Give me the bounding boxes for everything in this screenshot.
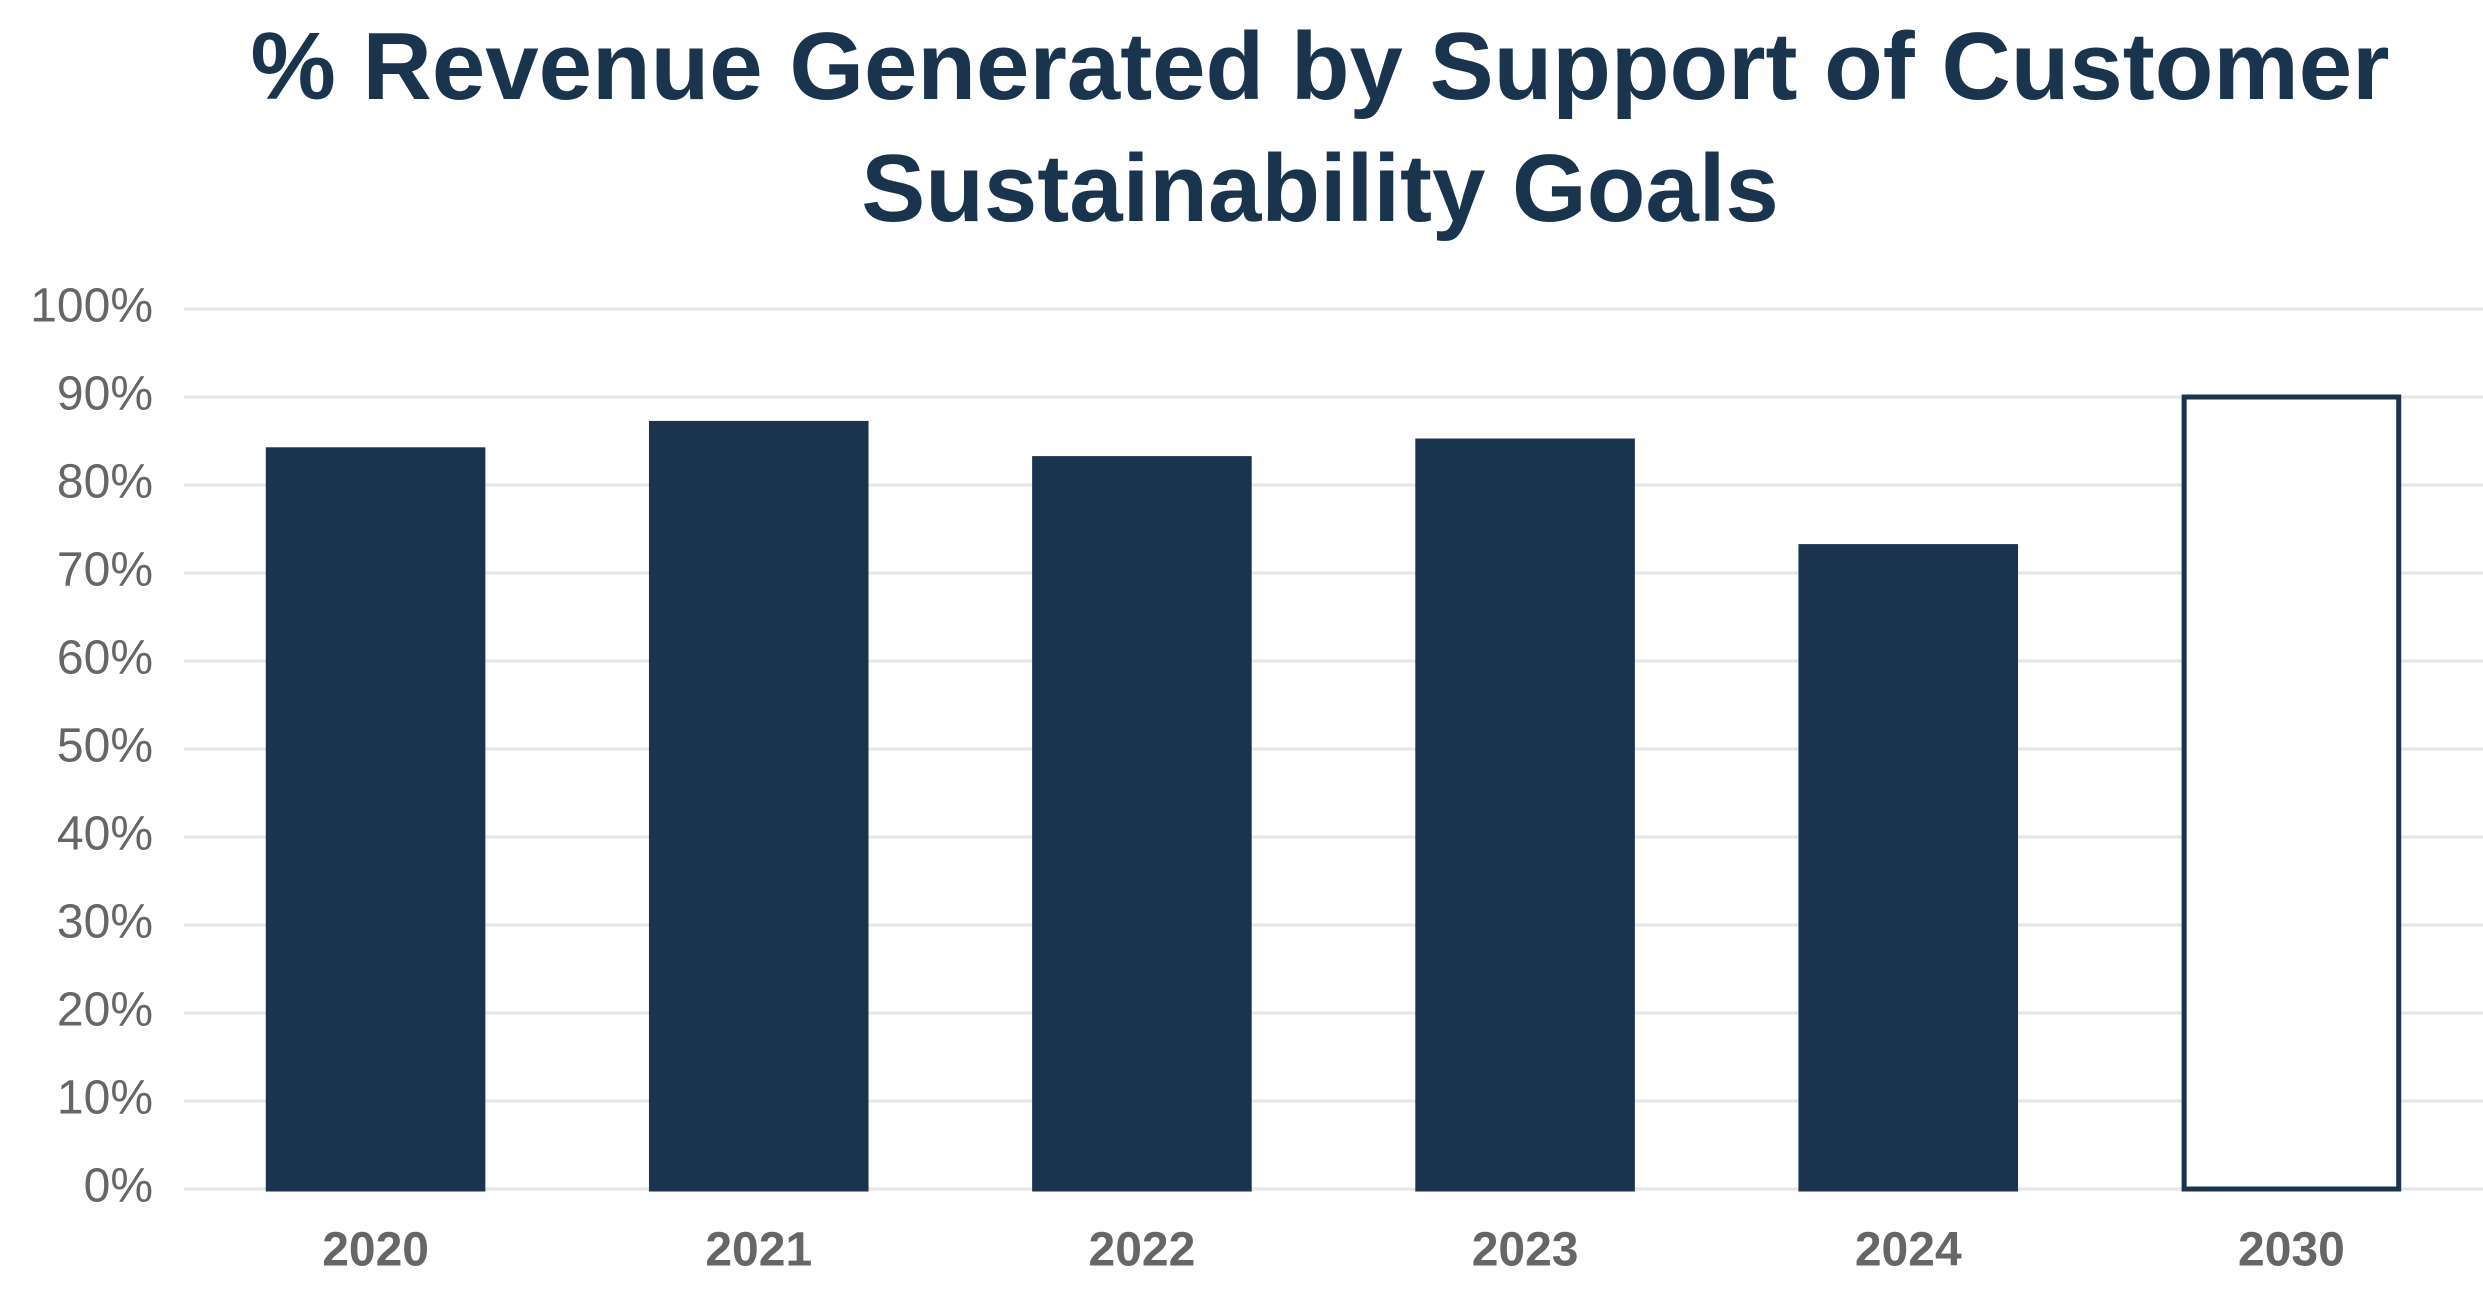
x-tick-label: 2021 (705, 1224, 812, 1277)
x-tick-label: 2022 (1089, 1224, 1196, 1277)
y-tick-label: 40% (57, 808, 153, 861)
bar (265, 447, 486, 1192)
bar (1798, 544, 2019, 1192)
bar (2181, 394, 2402, 1192)
bar (1415, 438, 1635, 1192)
x-tick-label: 2024 (1855, 1224, 1962, 1277)
y-tick-label: 20% (57, 984, 153, 1037)
y-tick-label: 50% (57, 720, 153, 773)
y-tick-label: 30% (57, 896, 153, 949)
y-tick-label: 90% (57, 368, 153, 421)
y-tick-label: 0% (84, 1160, 153, 1213)
bar (648, 420, 869, 1192)
x-tick-label: 2023 (1472, 1224, 1579, 1277)
y-tick-label: 70% (57, 544, 153, 597)
x-tick-label: 2020 (322, 1224, 429, 1277)
y-tick-label: 80% (57, 456, 153, 509)
y-tick-label: 10% (57, 1072, 153, 1125)
y-tick-label: 100% (30, 280, 153, 333)
x-tick-label: 2030 (2238, 1224, 2345, 1277)
chart-title: % Revenue Generated by Support of Custom… (250, 13, 2390, 242)
bar (1032, 456, 1252, 1192)
y-tick-label: 60% (57, 632, 153, 685)
